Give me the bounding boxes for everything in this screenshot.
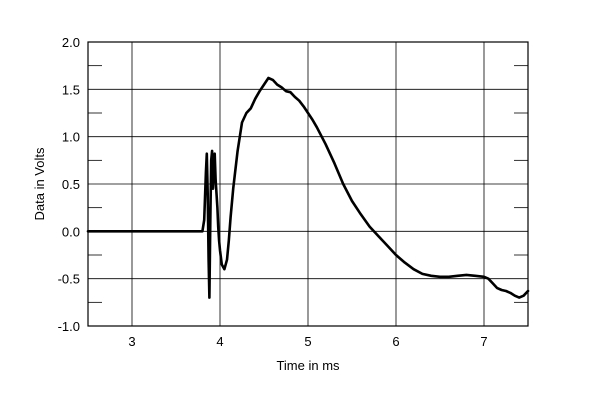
- grid: [88, 42, 528, 326]
- y-tick-label: -1.0: [58, 319, 80, 334]
- plot-frame: [87, 41, 529, 327]
- x-tick-label: 7: [480, 334, 487, 349]
- axis-ticks: [88, 65, 528, 303]
- y-tick-label: 1.5: [62, 82, 80, 97]
- y-tick-label: 2.0: [62, 35, 80, 50]
- y-tick-label: 0.0: [62, 224, 80, 239]
- x-tick-label: 4: [216, 334, 223, 349]
- x-tick-label: 6: [392, 334, 399, 349]
- y-tick-label: -0.5: [58, 272, 80, 287]
- y-tick-label: 0.5: [62, 177, 80, 192]
- y-tick-label: 1.0: [62, 130, 80, 145]
- y-axis-label: Data in Volts: [32, 147, 47, 220]
- x-tick-label: 3: [128, 334, 135, 349]
- x-axis-label: Time in ms: [276, 358, 340, 373]
- tick-labels: 3 4 5 6 7 -1.0 -0.5 0.0 0.5 1.0 1.5 2.0: [58, 35, 488, 349]
- series-line: [86, 76, 530, 299]
- x-tick-label: 5: [304, 334, 311, 349]
